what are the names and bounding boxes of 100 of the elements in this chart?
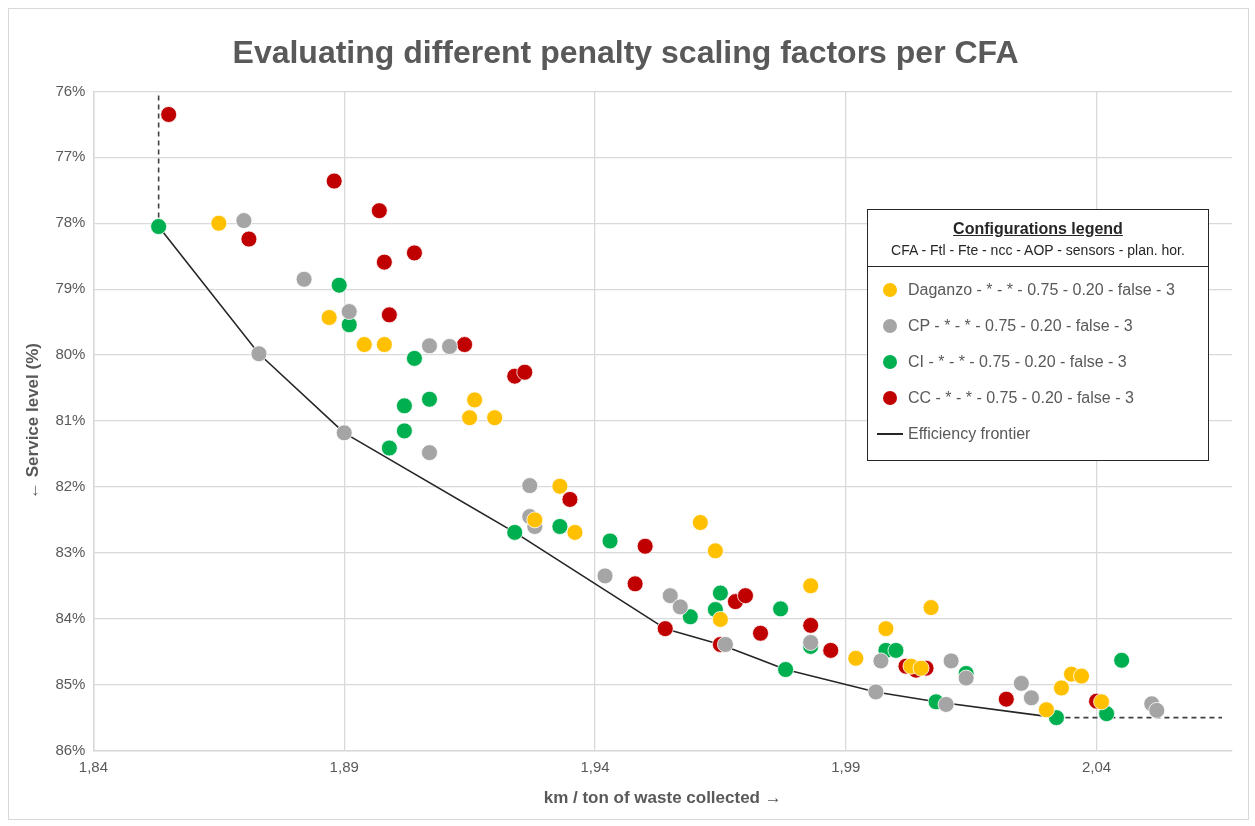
point — [340, 303, 358, 320]
point — [210, 214, 228, 232]
point — [822, 642, 840, 659]
point — [516, 363, 534, 381]
point — [942, 652, 960, 670]
point — [461, 409, 478, 427]
point — [160, 106, 178, 123]
legend-title: Configurations legend — [952, 220, 1124, 239]
y-tick-label: 83% — [55, 542, 86, 560]
point — [777, 661, 794, 678]
point — [887, 642, 905, 659]
point — [661, 587, 679, 605]
point — [406, 349, 423, 367]
point — [1093, 693, 1110, 711]
point — [1022, 689, 1040, 707]
point — [671, 598, 689, 616]
point — [1053, 679, 1070, 697]
chart-title: Evaluating different penalty scaling factors per CFA — [232, 34, 1019, 71]
point — [997, 690, 1015, 708]
point — [396, 422, 413, 440]
point — [1073, 667, 1090, 685]
point — [1148, 701, 1166, 719]
point — [596, 567, 614, 585]
point — [421, 444, 438, 462]
point — [1012, 674, 1030, 692]
x-tick-label: 1,94 — [580, 757, 610, 775]
point — [802, 616, 820, 634]
point — [295, 270, 313, 288]
point — [370, 202, 388, 220]
point — [711, 584, 729, 602]
point — [711, 611, 729, 628]
point — [486, 409, 504, 427]
point — [355, 336, 373, 353]
point — [235, 212, 253, 229]
y-tick-label: 85% — [55, 674, 86, 692]
x-tick-label: 1,99 — [831, 757, 861, 775]
point — [320, 309, 338, 326]
y-tick-label: 82% — [55, 477, 86, 495]
point — [521, 477, 539, 494]
point — [551, 518, 569, 535]
point — [456, 336, 473, 353]
point — [691, 514, 709, 531]
y-tick-label: 84% — [55, 608, 86, 626]
point — [752, 624, 769, 642]
point — [421, 390, 438, 408]
legend-label: Daganzo - * - * - 0.75 - 0.20 - false - 3 — [907, 281, 1175, 300]
point — [937, 696, 955, 713]
point — [912, 659, 930, 677]
point — [466, 391, 484, 409]
point — [375, 336, 393, 353]
y-tick-label: 78% — [55, 213, 86, 231]
point — [566, 524, 584, 541]
point — [506, 524, 524, 541]
x-tick-label: 1,89 — [329, 757, 359, 775]
y-tick-label: 86% — [55, 740, 86, 758]
y-tick-label: 76% — [55, 81, 86, 99]
y-axis-title: ← Service level (%) — [22, 343, 42, 499]
point — [922, 599, 940, 616]
point — [551, 477, 569, 495]
point — [335, 424, 353, 442]
annotation: CFA - Ftl - Fte - ncc - AOP - sensors - plan. hor. — [890, 242, 1186, 259]
point — [375, 253, 393, 271]
point — [877, 620, 895, 638]
y-tick-label: 81% — [55, 411, 86, 429]
legend-label: Efficiency frontier — [907, 425, 1031, 444]
point — [706, 542, 724, 560]
point — [681, 608, 699, 626]
point — [957, 669, 975, 687]
legend-label: CC - * - * - 0.75 - 0.20 - false - 3 — [907, 389, 1134, 408]
point — [656, 620, 674, 638]
point — [330, 276, 348, 294]
point — [526, 511, 544, 529]
point — [717, 636, 734, 653]
point — [872, 652, 890, 670]
x-axis-title: km / ton of waste collected → — [543, 788, 782, 808]
point — [847, 649, 865, 667]
point — [737, 587, 754, 605]
point — [867, 683, 885, 701]
point — [601, 532, 619, 550]
point — [325, 172, 343, 190]
legend-label: CP - * - * - 0.75 - 0.20 - false - 3 — [907, 317, 1133, 336]
point — [772, 600, 789, 618]
point — [636, 537, 654, 555]
y-tick-label: 77% — [55, 147, 86, 165]
point — [1113, 651, 1131, 669]
y-tick-label: 79% — [55, 279, 86, 297]
point — [406, 244, 423, 262]
point — [421, 337, 438, 355]
x-tick-label: 1,84 — [78, 757, 109, 775]
point — [626, 575, 644, 593]
y-tick-label: 80% — [55, 345, 86, 363]
legend-header-box: Configurations legend CFA - Ftl - Fte - ncc - AOP - sensors - plan. hor. — [868, 210, 1208, 267]
point — [250, 345, 268, 363]
point — [380, 439, 398, 457]
point — [561, 491, 579, 508]
point — [396, 397, 413, 415]
point — [150, 218, 168, 235]
point — [441, 338, 458, 355]
point — [380, 306, 398, 324]
x-tick-label: 2,04 — [1081, 757, 1112, 775]
